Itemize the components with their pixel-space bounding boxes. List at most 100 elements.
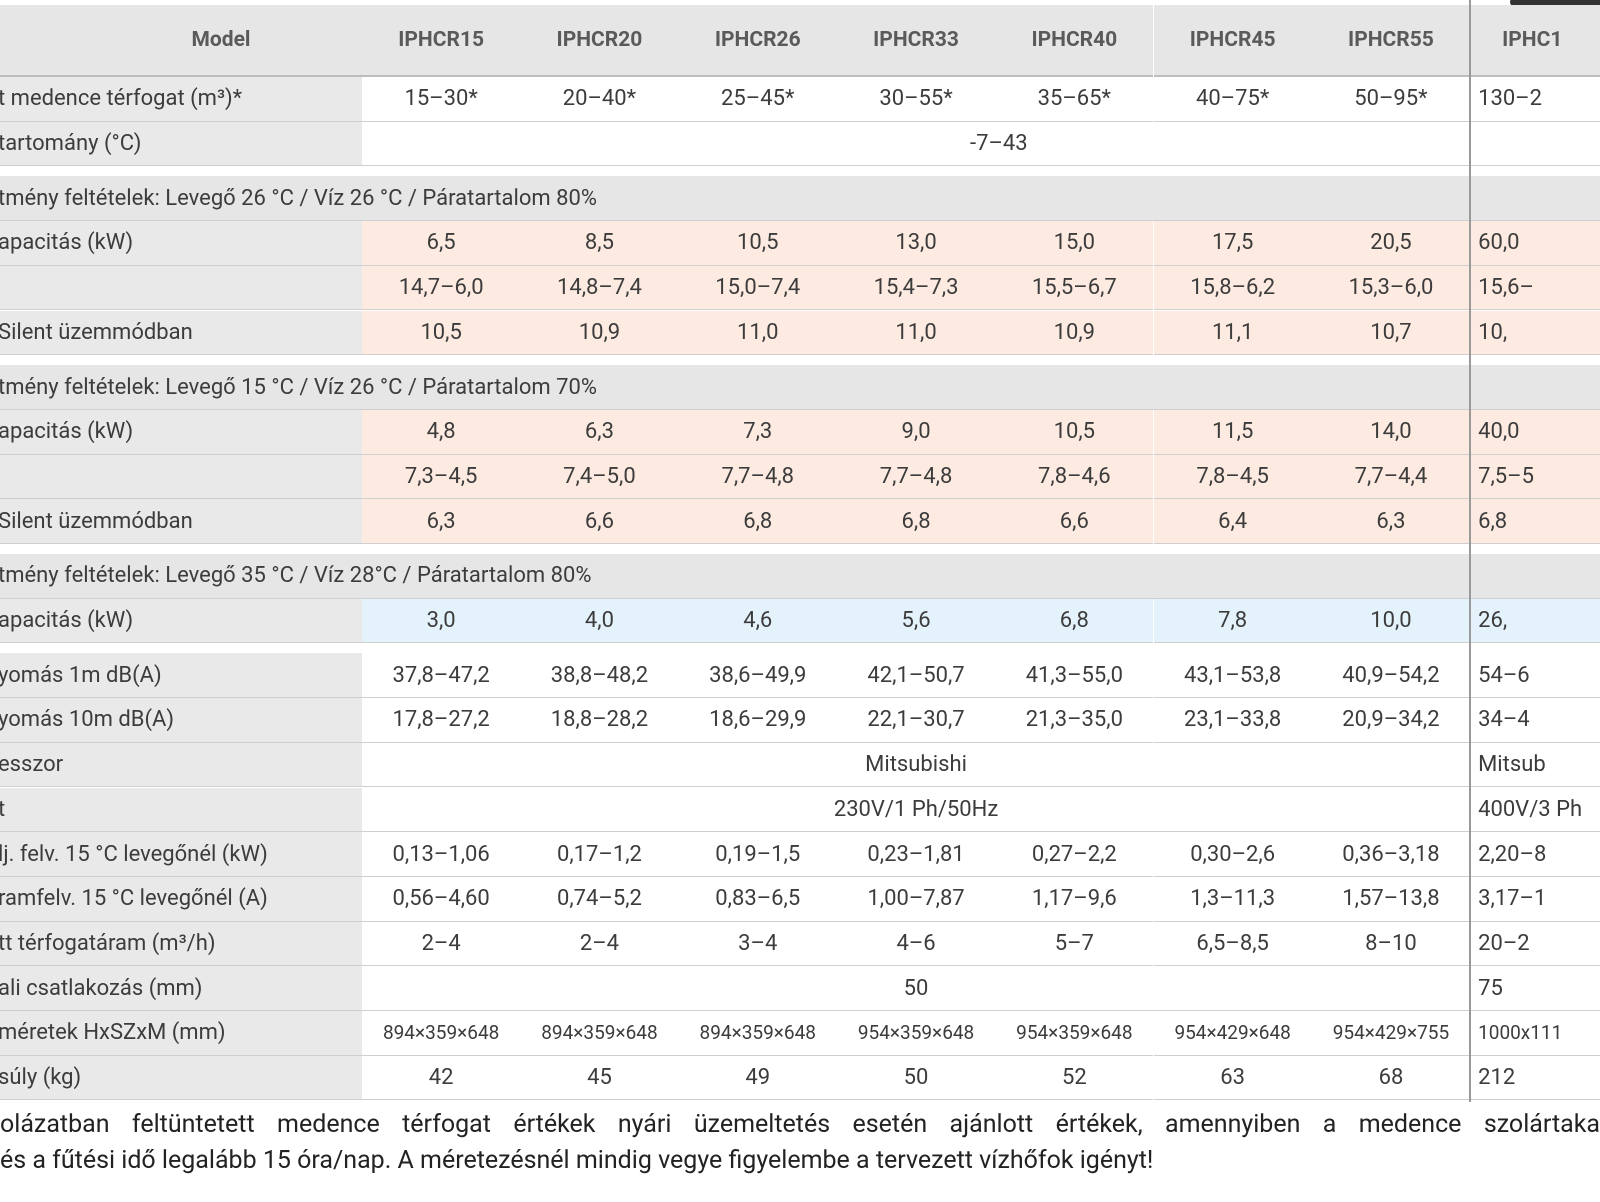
value-cell: Mitsubishi <box>362 742 1471 788</box>
value-cell: 23,1–33,8 <box>1153 698 1312 743</box>
row-label: ali csatlakozás (mm) <box>0 966 362 1011</box>
value-cell: 0,23–1,81 <box>836 832 996 877</box>
value-cell: 10,5 <box>678 221 837 266</box>
value-cell: 11,5 <box>1153 409 1312 455</box>
header-model: IPHCR33 <box>836 5 996 77</box>
value-cell: 0,74–5,2 <box>520 876 679 922</box>
value-cell: 38,8–48,2 <box>520 653 679 699</box>
value-cell: 6,5–8,5 <box>1153 921 1312 967</box>
value-cell: 6,8 <box>678 499 837 544</box>
value-cell: 2,20–8 <box>1470 832 1600 877</box>
value-cell: 0,13–1,06 <box>362 832 521 877</box>
value-cell: 1,57–13,8 <box>1311 876 1471 922</box>
value-cell: 7,3 <box>678 409 837 455</box>
value-cell: 20–40* <box>520 77 679 122</box>
value-cell: 894×359×648 <box>520 1011 679 1056</box>
value-cell: 6,4 <box>1153 499 1312 544</box>
value-cell: 0,17–1,2 <box>520 832 679 877</box>
value-cell: 15,4–7,3 <box>836 265 996 311</box>
value-cell: 30–55* <box>836 77 996 122</box>
value-cell: 20,5 <box>1311 221 1471 266</box>
value-cell: 10, <box>1470 310 1600 356</box>
value-cell: 4,0 <box>520 598 679 644</box>
value-cell: 50 <box>836 1055 996 1101</box>
value-cell: 10,5 <box>995 409 1154 455</box>
value-cell: 6,3 <box>362 499 521 544</box>
value-cell: 40,9–54,2 <box>1311 653 1471 699</box>
value-cell: 50 <box>362 966 1471 1011</box>
value-cell: 0,56–4,60 <box>362 876 521 922</box>
row-label: súly (kg) <box>0 1055 362 1101</box>
value-cell: 14,8–7,4 <box>520 265 679 311</box>
value-cell: 1,17–9,6 <box>995 876 1154 922</box>
value-cell: 7,3–4,5 <box>362 454 521 500</box>
column-divider <box>1469 0 1471 1102</box>
value-cell: 18,8–28,2 <box>520 698 679 743</box>
value-cell: 60,0 <box>1470 221 1600 266</box>
value-cell: 25–45* <box>678 77 837 122</box>
value-cell: 2–4 <box>362 921 521 967</box>
value-cell: 34–4 <box>1470 698 1600 743</box>
value-cell: 6,8 <box>995 598 1154 644</box>
value-cell: 41,3–55,0 <box>995 653 1154 699</box>
value-cell: 5,6 <box>836 598 996 644</box>
row-label: yomás 10m dB(A) <box>0 698 362 743</box>
value-cell: 15,6– <box>1470 265 1600 311</box>
row-label: apacitás (kW) <box>0 409 362 455</box>
row-label: Silent üzemmódban <box>0 499 362 544</box>
value-cell: 18,6–29,9 <box>678 698 837 743</box>
value-cell: 4–6 <box>836 921 996 967</box>
value-cell: 11,0 <box>678 310 837 356</box>
value-cell: 7,7–4,4 <box>1311 454 1471 500</box>
header-model: IPHCR55 <box>1311 5 1471 77</box>
value-cell: 13,0 <box>836 221 996 266</box>
row-label: esszor <box>0 742 362 788</box>
value-cell: 14,0 <box>1311 409 1471 455</box>
row-label: Silent üzemmódban <box>0 310 362 356</box>
value-cell: 1,00–7,87 <box>836 876 996 922</box>
value-cell: -7–43 <box>362 121 1600 167</box>
value-cell: 4,8 <box>362 409 521 455</box>
value-cell: 10,7 <box>1311 310 1471 356</box>
value-cell: 17,5 <box>1153 221 1312 266</box>
value-cell: 10,9 <box>995 310 1154 356</box>
row-label: apacitás (kW) <box>0 221 362 266</box>
section-header: tmény feltételek: Levegő 26 °C / Víz 26 … <box>0 176 1600 222</box>
value-cell: 7,7–4,8 <box>836 454 996 500</box>
value-cell: 7,5–5 <box>1470 454 1600 500</box>
value-cell: 0,36–3,18 <box>1311 832 1471 877</box>
value-cell: 22,1–30,7 <box>836 698 996 743</box>
value-cell: 21,3–35,0 <box>995 698 1154 743</box>
value-cell: 400V/3 Ph <box>1470 787 1600 833</box>
value-cell: 15,8–6,2 <box>1153 265 1312 311</box>
header-model: IPHCR20 <box>520 5 679 77</box>
value-cell: 50–95* <box>1311 77 1471 122</box>
value-cell: 6,6 <box>520 499 679 544</box>
value-cell: 0,27–2,2 <box>995 832 1154 877</box>
value-cell: 954×359×648 <box>995 1011 1154 1056</box>
value-cell: 45 <box>520 1055 679 1101</box>
value-cell: 954×429×648 <box>1153 1011 1312 1056</box>
row-label: tt térfogatáram (m³/h) <box>0 921 362 967</box>
row-label <box>0 265 362 311</box>
row-label: méretek HxSZxM (mm) <box>0 1011 362 1056</box>
value-cell: 2–4 <box>520 921 679 967</box>
value-cell: 17,8–27,2 <box>362 698 521 743</box>
value-cell: 954×429×755 <box>1311 1011 1471 1056</box>
value-cell: 1000x111 <box>1470 1011 1600 1056</box>
value-cell: 42,1–50,7 <box>836 653 996 699</box>
row-label: lj. felv. 15 °C levegőnél (kW) <box>0 832 362 877</box>
value-cell: 7,8–4,6 <box>995 454 1154 500</box>
value-cell: 10,9 <box>520 310 679 356</box>
value-cell: 11,1 <box>1153 310 1312 356</box>
row-label <box>0 454 362 500</box>
value-cell: 11,0 <box>836 310 996 356</box>
header-model: IPHCR15 <box>362 5 521 77</box>
value-cell: 54–6 <box>1470 653 1600 699</box>
value-cell: 3,0 <box>362 598 521 644</box>
value-cell: 0,30–2,6 <box>1153 832 1312 877</box>
value-cell: 20–2 <box>1470 921 1600 967</box>
value-cell: 75 <box>1470 966 1600 1011</box>
value-cell: 20,9–34,2 <box>1311 698 1471 743</box>
